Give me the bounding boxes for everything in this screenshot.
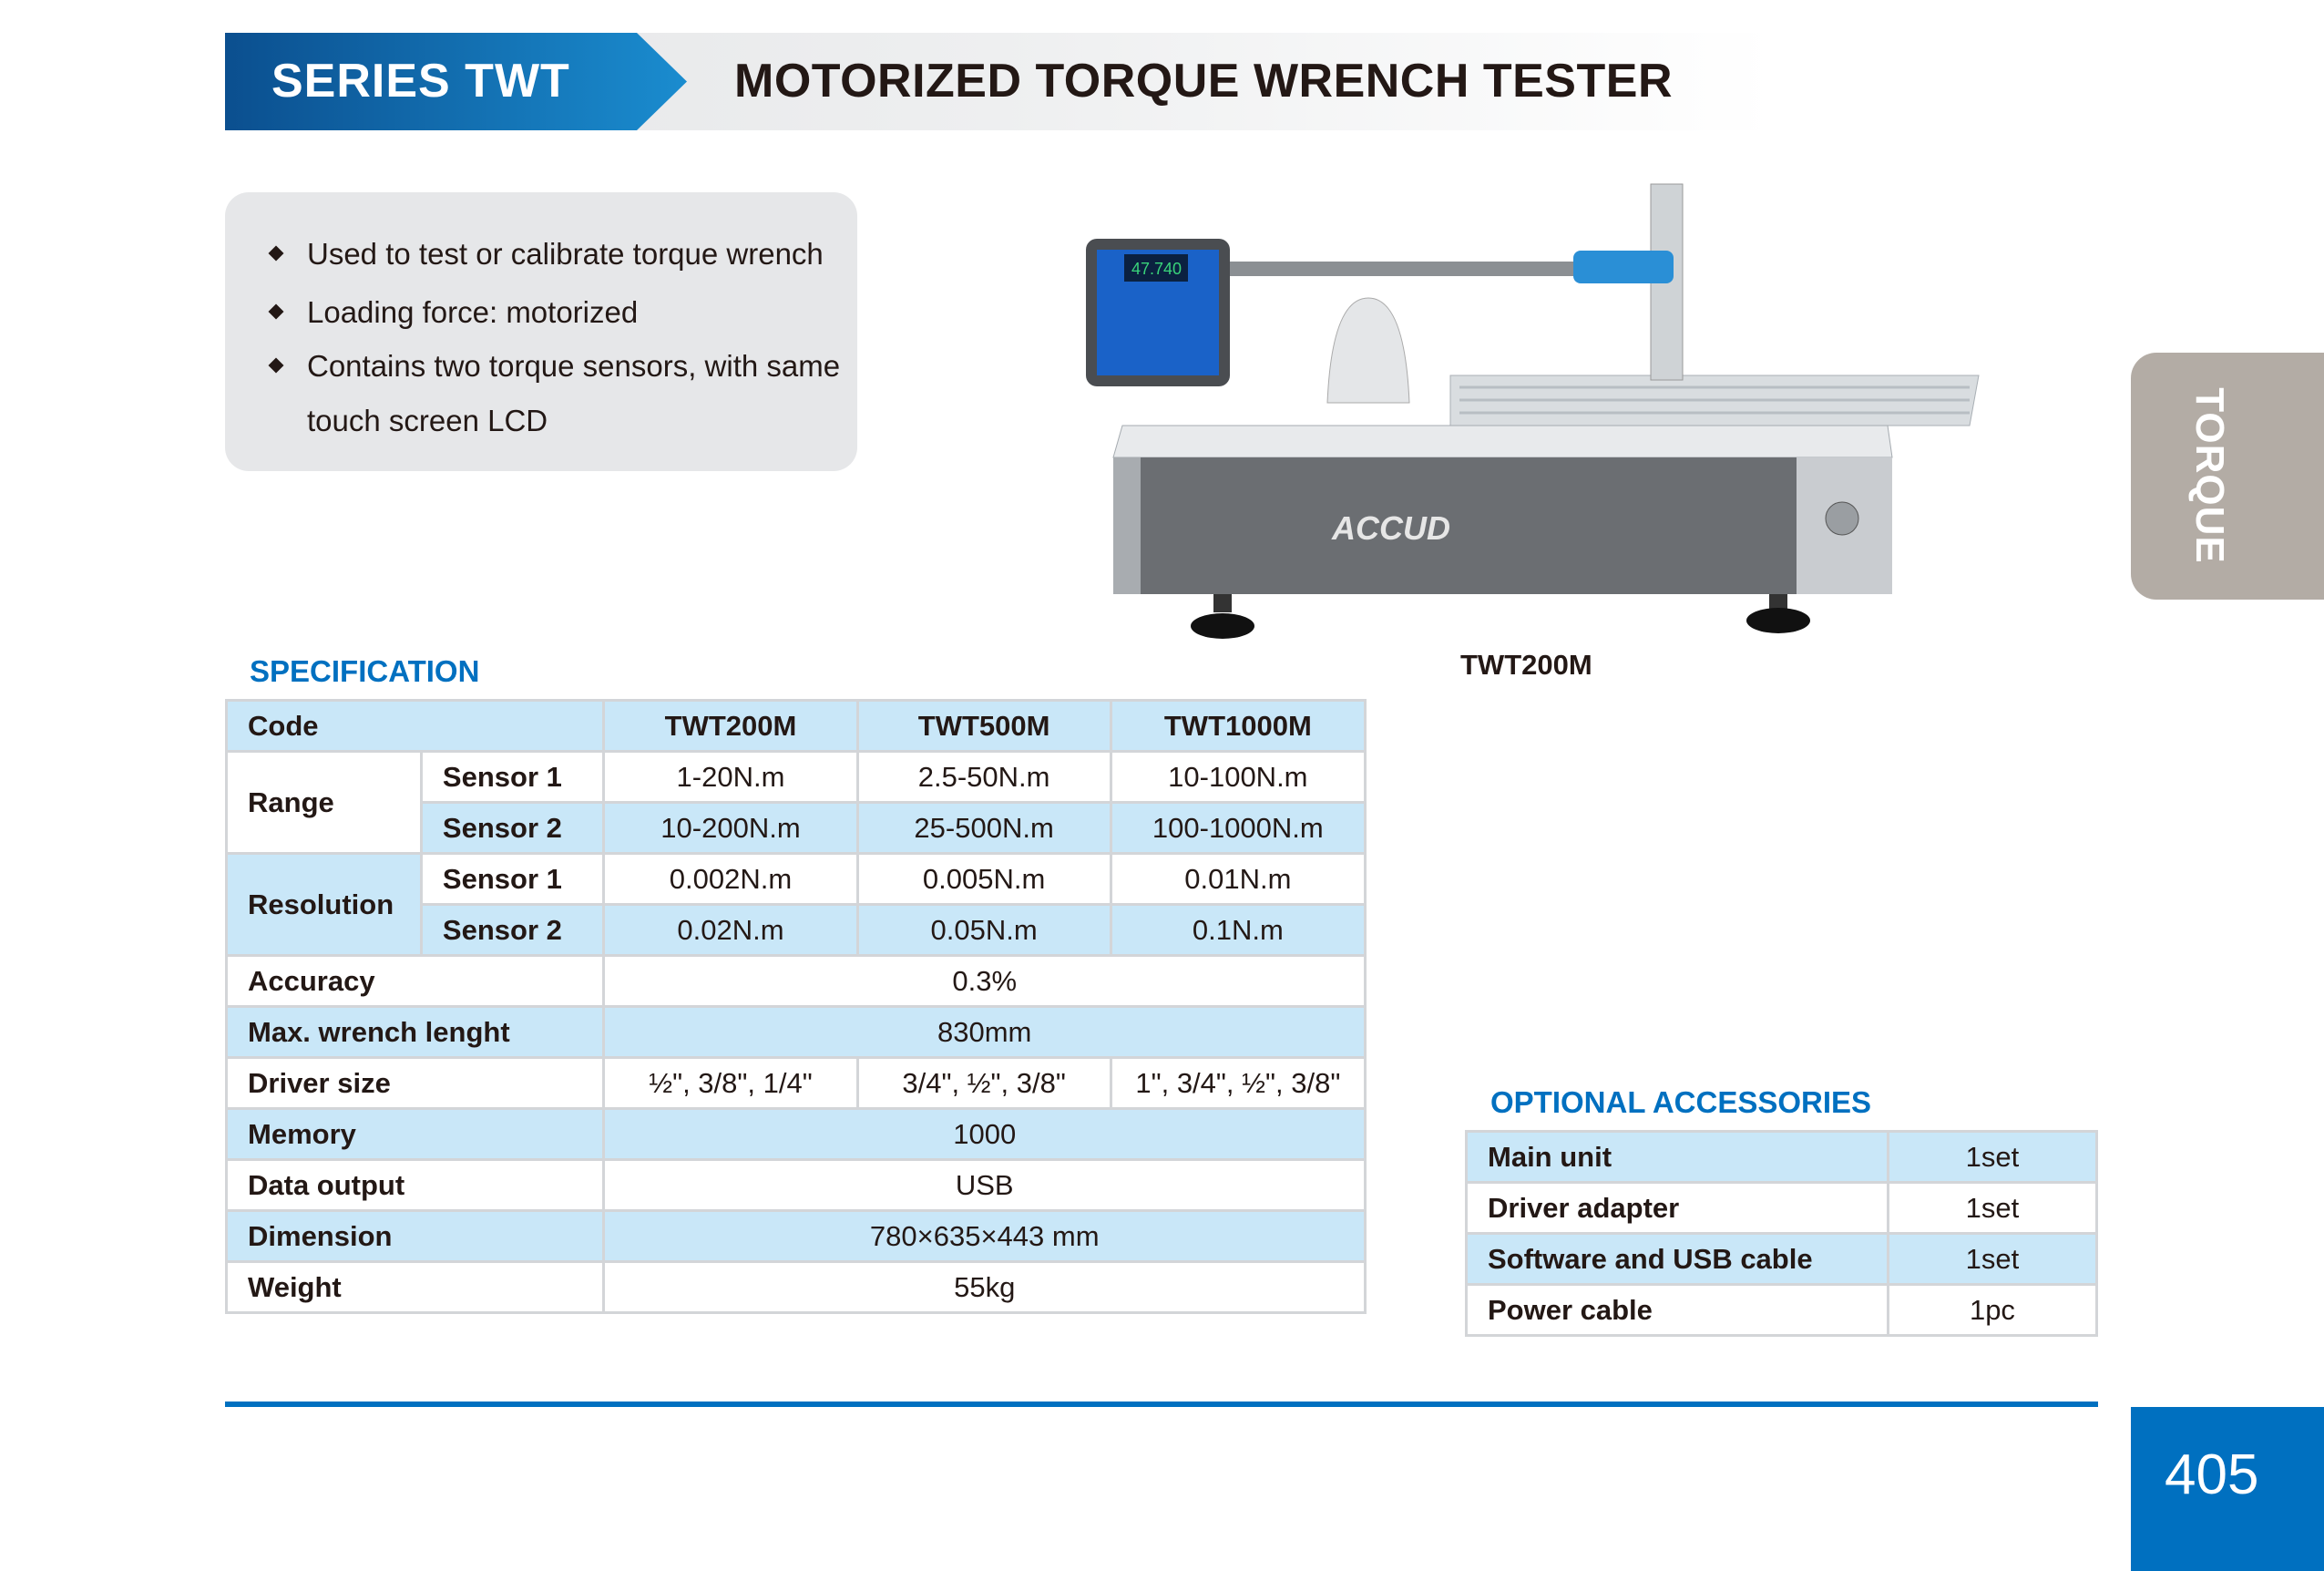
- photo-caption: TWT200M: [1460, 649, 1592, 681]
- bullet-icon: [268, 303, 284, 320]
- section-tab-label: TORQUE: [2187, 387, 2232, 564]
- footer-divider: [225, 1402, 2098, 1407]
- series-title: SERIES TWT: [271, 55, 570, 108]
- feature-item: Contains two torque sensors, with same: [268, 348, 840, 385]
- table-row: Data output USB: [224, 1158, 1367, 1212]
- feature-item: Loading force: motorized: [268, 294, 638, 331]
- features-box: Used to test or calibrate torque wrench …: [225, 192, 857, 471]
- brand-logo: ACCUD: [1331, 509, 1450, 547]
- specification-table: Code TWT200M TWT500M TWT1000M Range Sens…: [224, 699, 1367, 1314]
- table-row: Weight 55kg: [224, 1260, 1367, 1314]
- table-row: Memory 1000: [224, 1107, 1367, 1161]
- display-reading: 47.740: [1131, 260, 1182, 278]
- accessories-heading: OPTIONAL ACCESSORIES: [1490, 1085, 1872, 1119]
- table-row: Resolution Sensor 1 0.002N.m 0.005N.m 0.…: [225, 852, 1367, 957]
- specification-heading: SPECIFICATION: [250, 654, 480, 688]
- table-row: Main unit 1set: [1465, 1130, 2099, 1184]
- table-row: Code TWT200M TWT500M TWT1000M: [224, 699, 1367, 753]
- page-number: 405: [2165, 1443, 2259, 1506]
- page-title: MOTORIZED TORQUE WRENCH TESTER: [734, 55, 1673, 108]
- feature-item: Used to test or calibrate torque wrench: [268, 236, 824, 272]
- product-photo: ACCUD 47.740: [1068, 180, 1991, 656]
- page-number-box: [2131, 1407, 2324, 1571]
- series-chevron: [225, 33, 687, 130]
- table-row: Software and USB cable 1set: [1465, 1232, 2099, 1286]
- feature-item-continued: touch screen LCD: [307, 404, 548, 437]
- table-row: Driver size ½", 3/8", 1/4" 3/4", ½", 3/8…: [224, 1056, 1367, 1110]
- table-row: Driver adapter 1set: [1465, 1181, 2099, 1235]
- section-tab: [2131, 353, 2324, 600]
- table-row: Power cable 1pc: [1465, 1283, 2099, 1337]
- bullet-icon: [268, 357, 284, 374]
- table-row: Dimension 780×635×443 mm: [224, 1209, 1367, 1263]
- accessories-table: Main unit 1set Driver adapter 1set Softwar…: [1465, 1130, 2099, 1337]
- bullet-icon: [268, 245, 284, 262]
- table-row: Accuracy 0.3%: [224, 954, 1367, 1008]
- table-row: Max. wrench lenght 830mm: [224, 1005, 1367, 1059]
- table-row: Range Sensor 1 1-20N.m 2.5-50N.m 10-100N…: [225, 750, 1367, 855]
